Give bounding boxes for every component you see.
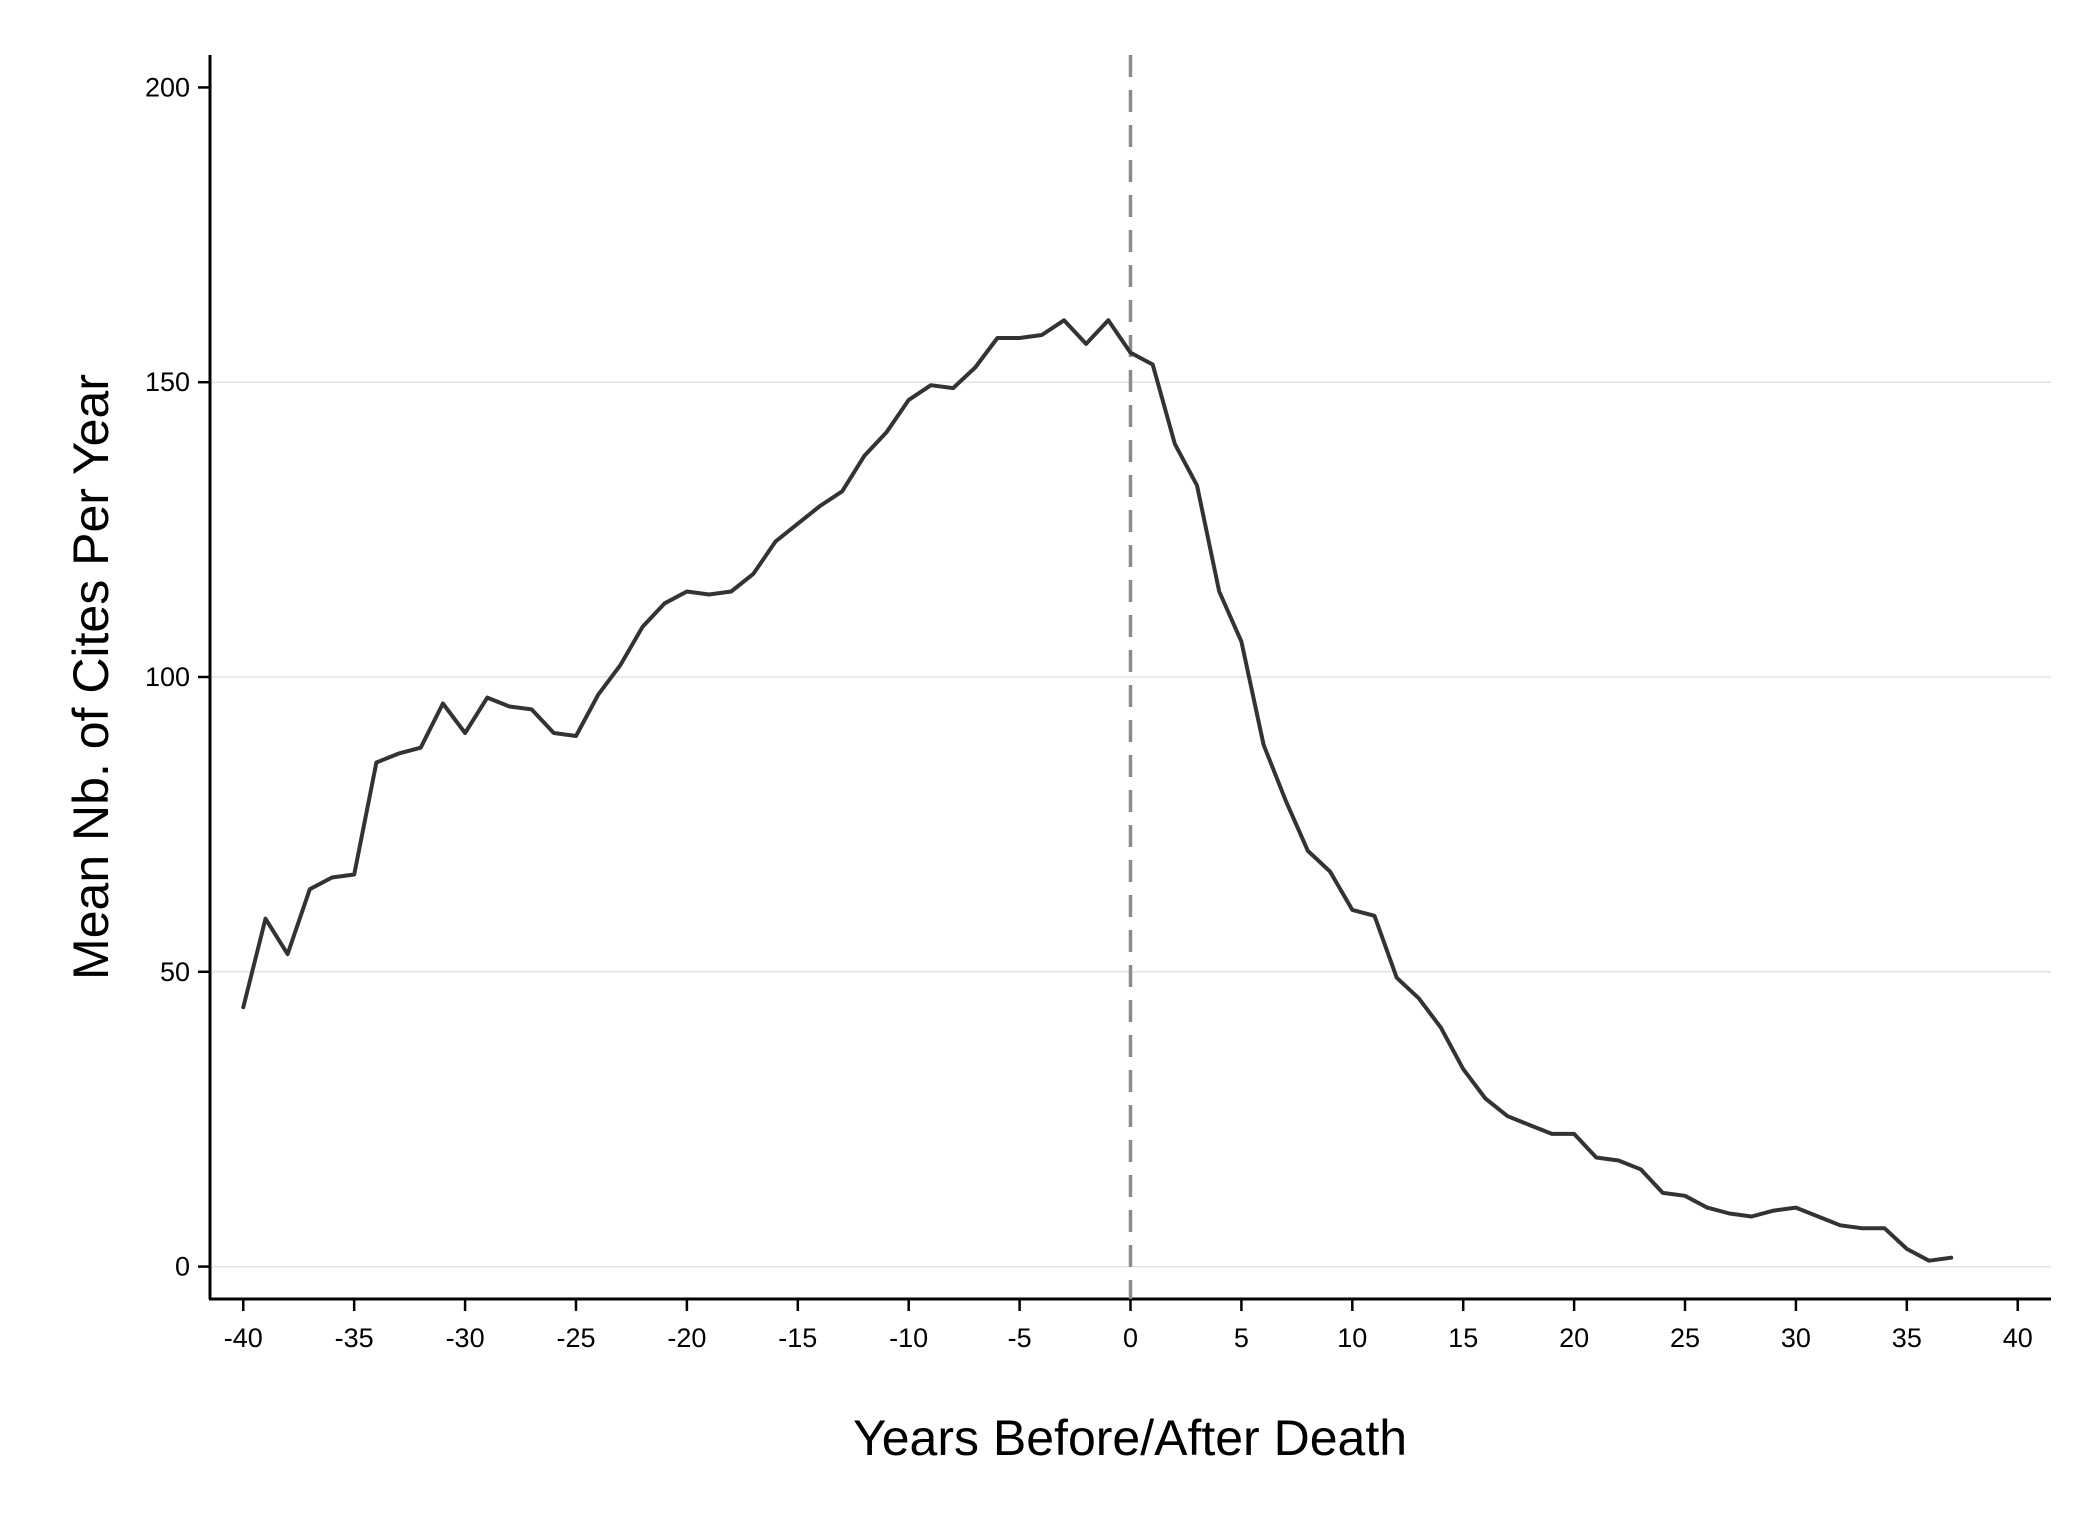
x-tick-label: -5 [1008,1323,1032,1353]
y-tick-label: 150 [145,367,190,397]
x-tick-label: -10 [889,1323,928,1353]
x-tick-label: -35 [335,1323,374,1353]
series-group [241,318,1954,1263]
y-axis-title: Mean Nb. of Cites Per Year [63,374,119,980]
x-tick-label: 0 [1123,1323,1138,1353]
y-tick-label: 100 [145,662,190,692]
y-tick-label: 50 [160,957,190,987]
x-tick-label: 30 [1781,1323,1811,1353]
x-axis-ticks: -40 -35 -30 -25 -20 -15 -10 -5 0 5 10 15 20 25 30 35 40 [224,1299,2033,1353]
x-tick-label: 15 [1448,1323,1478,1353]
x-tick-label: -25 [556,1323,595,1353]
y-tick-label: 200 [145,72,190,102]
x-tick-label: 5 [1234,1323,1249,1353]
x-tick-label: -40 [224,1323,263,1353]
series-line-0 [241,318,1954,1263]
y-tick-label: 0 [175,1252,190,1282]
x-tick-label: 40 [2003,1323,2033,1353]
x-tick-label: -30 [446,1323,485,1353]
x-tick-label: -15 [778,1323,817,1353]
y-axis-ticks: 0 50 100 150 200 [145,72,210,1282]
x-tick-label: 25 [1670,1323,1700,1353]
x-tick-label: 20 [1559,1323,1589,1353]
x-tick-label: 35 [1892,1323,1922,1353]
x-tick-label: 10 [1337,1323,1367,1353]
x-tick-label: -20 [667,1323,706,1353]
x-axis-title: Years Before/After Death [853,1410,1407,1466]
